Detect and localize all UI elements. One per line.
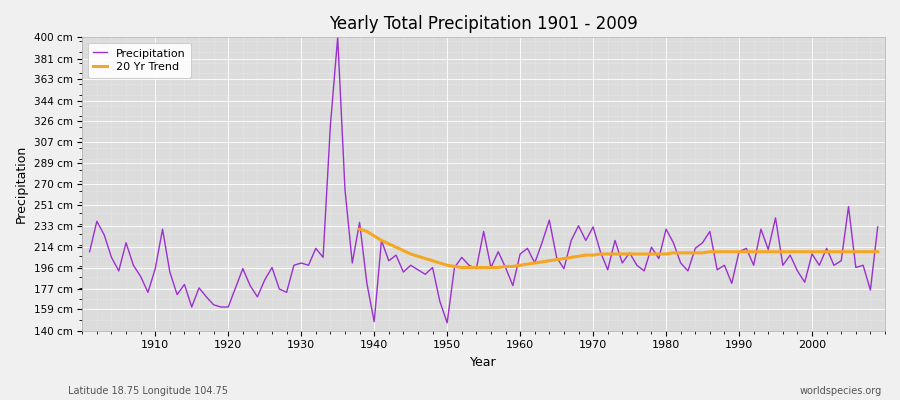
20 Yr Trend [456, 265, 467, 270]
20 Yr Trend [872, 249, 883, 254]
20 Yr Trend [690, 250, 701, 255]
Line: 20 Yr Trend: 20 Yr Trend [360, 229, 878, 268]
Precipitation [142, 290, 153, 295]
20 Yr Trend [536, 260, 547, 264]
Precipitation [616, 261, 627, 266]
Precipitation [529, 261, 540, 266]
20 Yr Trend [712, 249, 723, 254]
Precipitation [355, 220, 365, 225]
Text: worldspecies.org: worldspecies.org [800, 386, 882, 396]
Title: Yearly Total Precipitation 1901 - 2009: Yearly Total Precipitation 1901 - 2009 [329, 15, 638, 33]
Precipitation [872, 224, 883, 229]
20 Yr Trend [428, 258, 438, 263]
Precipitation [332, 35, 343, 40]
Precipitation [522, 246, 533, 251]
Precipitation [85, 249, 95, 254]
Legend: Precipitation, 20 Yr Trend: Precipitation, 20 Yr Trend [88, 43, 191, 78]
20 Yr Trend [485, 265, 496, 270]
Precipitation [303, 263, 314, 268]
Text: Latitude 18.75 Longitude 104.75: Latitude 18.75 Longitude 104.75 [68, 386, 228, 396]
Precipitation [442, 320, 453, 325]
Y-axis label: Precipitation: Precipitation [15, 145, 28, 223]
20 Yr Trend [653, 252, 664, 256]
Line: Precipitation: Precipitation [90, 37, 878, 323]
20 Yr Trend [355, 227, 365, 232]
X-axis label: Year: Year [471, 356, 497, 369]
